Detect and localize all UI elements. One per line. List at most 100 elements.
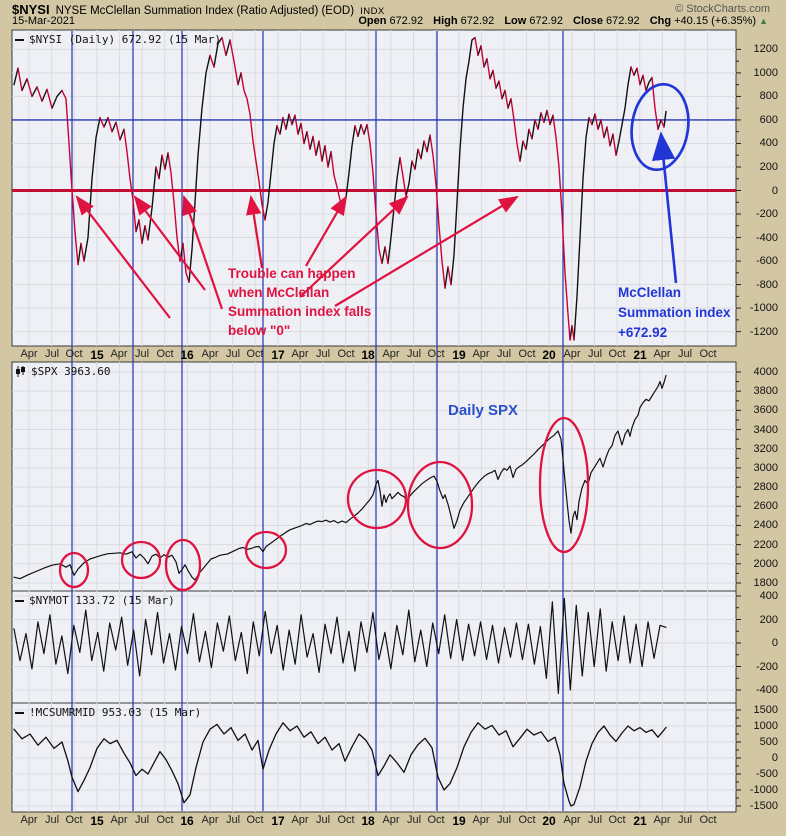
x-axis-label: Jul xyxy=(677,348,693,360)
exchange-tag: INDX xyxy=(360,6,385,17)
x-axis-label: 20 xyxy=(542,814,556,828)
x-axis-label: Oct xyxy=(608,348,626,360)
y-axis-label: -400 xyxy=(755,684,778,696)
x-axis-label: Apr xyxy=(201,348,219,360)
y-axis-label: 200 xyxy=(759,161,778,173)
legend-dash-icon xyxy=(15,599,24,602)
x-axis-label: Jul xyxy=(587,814,603,826)
x-axis-label: 19 xyxy=(452,814,466,828)
x-axis-label: Jul xyxy=(315,348,331,360)
x-axis-label: 20 xyxy=(542,348,556,362)
x-axis-label: Jul xyxy=(406,348,422,360)
y-axis-label: 2200 xyxy=(753,539,778,551)
open-label: Open xyxy=(358,15,387,27)
low-value: 672.92 xyxy=(529,15,563,27)
y-axis-label: 1800 xyxy=(753,577,778,589)
mcclellan-line: +672.92 xyxy=(618,325,668,340)
x-axis-label: 16 xyxy=(180,814,194,828)
trouble-line: Summation index falls xyxy=(228,304,372,319)
y-axis-label: 3600 xyxy=(753,404,778,416)
x-axis-label: Oct xyxy=(337,814,355,826)
y-axis-label: -200 xyxy=(755,208,778,220)
x-axis-label: Apr xyxy=(472,814,490,826)
open-value: 672.92 xyxy=(389,15,424,27)
chart-date: 15-Mar-2021 xyxy=(12,15,75,27)
nymot-legend: $NYMOT 133.72 (15 Mar) xyxy=(15,594,175,607)
nysi-legend-label: $NYSI (Daily) 672.92 (15 Mar) xyxy=(29,33,222,46)
symbol: $NYSI xyxy=(12,2,50,17)
x-axis-label: Apr xyxy=(472,348,490,360)
x-axis-label: Apr xyxy=(382,814,400,826)
y-axis-label: 600 xyxy=(759,114,778,126)
trouble-arrows xyxy=(75,194,519,319)
y-axis-label: 1000 xyxy=(753,720,778,732)
y-axis-label: 400 xyxy=(759,590,778,602)
x-axis-label: Jul xyxy=(44,348,60,360)
y-axis-label: -1500 xyxy=(749,800,778,812)
y-axis-label: 0 xyxy=(771,185,778,197)
y-axis-label: 1000 xyxy=(753,67,778,79)
x-axis-label: Apr xyxy=(20,348,38,360)
x-axis-label: Oct xyxy=(65,814,83,826)
y-axis-label: 2600 xyxy=(753,500,778,512)
x-axis-label: 17 xyxy=(271,814,285,828)
y-axis-label: -1000 xyxy=(749,302,778,314)
y-axis-label: 0 xyxy=(771,637,778,649)
x-axis-label: Oct xyxy=(337,348,355,360)
x-axis-label: 15 xyxy=(90,348,104,362)
y-axis-label: 4000 xyxy=(753,366,778,378)
low-label: Low xyxy=(504,15,527,27)
event-vlines xyxy=(71,31,564,811)
x-axis-label: Apr xyxy=(653,814,671,826)
x-axis-label: Jul xyxy=(225,814,241,826)
mcsum-series xyxy=(13,722,667,807)
y-axis-label: 500 xyxy=(759,736,778,748)
x-axis-label: Apr xyxy=(20,814,38,826)
x-axis-label: Oct xyxy=(699,348,717,360)
x-axis-label: Jul xyxy=(134,814,150,826)
y-axis-label: 3000 xyxy=(753,462,778,474)
mcsum-legend-label: !MCSUMRMID 953.03 (15 Mar) xyxy=(29,706,202,719)
x-axis-label: Oct xyxy=(246,348,264,360)
spx-series xyxy=(13,374,667,581)
spx-legend-label: $SPX 3963.60 xyxy=(31,365,111,378)
x-axis-label: Apr xyxy=(110,348,128,360)
y-axis-label: -200 xyxy=(755,661,778,673)
chg-up-icon: ▲ xyxy=(759,16,768,26)
x-axis-label: Apr xyxy=(291,814,309,826)
x-axis-label: 18 xyxy=(361,348,375,362)
mcsum-legend: !MCSUMRMID 953.03 (15 Mar) xyxy=(15,706,201,719)
x-axis-label: Apr xyxy=(382,348,400,360)
chg-value: +40.15 (+6.35%) xyxy=(674,15,757,27)
x-axis-label: Apr xyxy=(563,814,581,826)
y-axis-label: -600 xyxy=(755,255,778,267)
y-axis-label: -800 xyxy=(755,279,778,291)
high-value: 672.92 xyxy=(460,15,495,27)
spx-red-circles xyxy=(58,416,590,592)
trouble-line: Trouble can happen xyxy=(228,266,356,281)
axis-ticks xyxy=(736,48,741,807)
x-axis-label: 18 xyxy=(361,814,375,828)
trouble-line: when McClellan xyxy=(228,285,330,300)
x-axis-label: Apr xyxy=(110,814,128,826)
ohlc-row: Open 672.92 High 672.92 Low 672.92 Close 672… xyxy=(351,15,768,27)
x-axis-label: Oct xyxy=(156,814,174,826)
y-axis-label: -400 xyxy=(755,232,778,244)
x-axis-label: Oct xyxy=(65,348,83,360)
y-axis-label: 1200 xyxy=(753,43,778,55)
x-axis-label: Oct xyxy=(518,348,536,360)
mcclellan-line: McClellan xyxy=(618,285,682,300)
mcclellan-highlight xyxy=(630,82,690,284)
x-axis-label: Oct xyxy=(156,348,174,360)
y-axis-label: 400 xyxy=(759,137,778,149)
nysi-legend: $NYSI (Daily) 672.92 (15 Mar) xyxy=(15,33,221,46)
nymot-series xyxy=(13,597,667,695)
x-axis-label: Jul xyxy=(44,814,60,826)
close-label: Close xyxy=(573,15,604,27)
nymot-legend-label: $NYMOT 133.72 (15 Mar) xyxy=(29,594,175,607)
x-axis-label: 16 xyxy=(180,348,194,362)
x-axis-label: Oct xyxy=(608,814,626,826)
x-axis-label: Jul xyxy=(406,814,422,826)
x-axis-label: 15 xyxy=(90,814,104,828)
